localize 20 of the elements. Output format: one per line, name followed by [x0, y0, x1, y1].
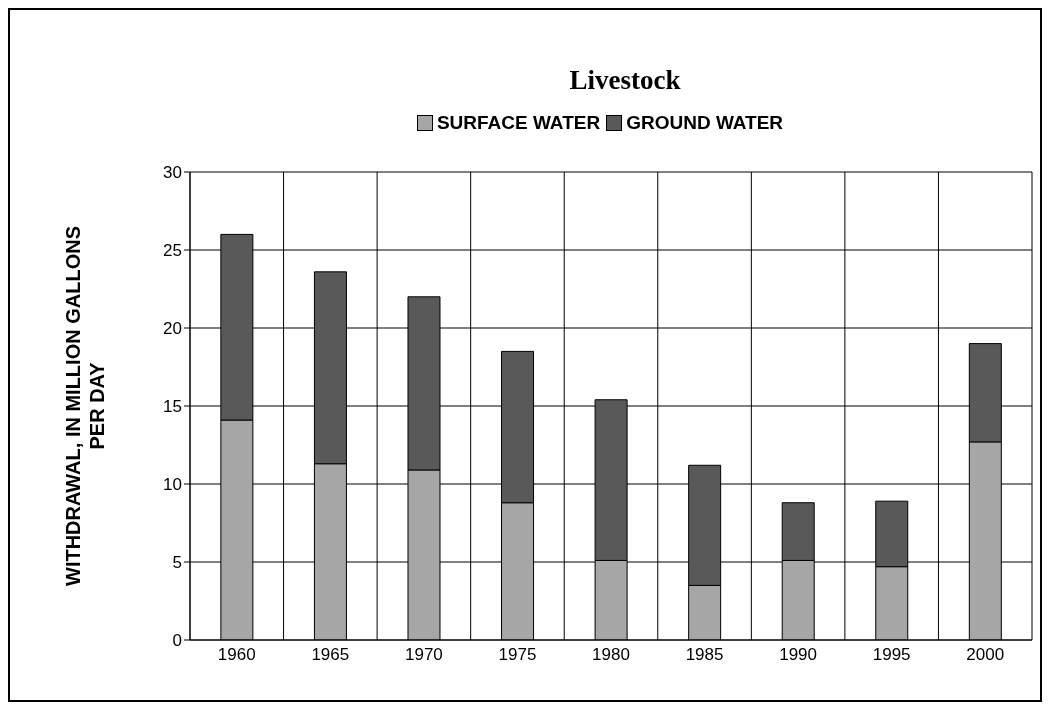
legend-label: GROUND WATER: [625, 112, 784, 134]
x-tick-label: 1990: [779, 645, 818, 665]
y-axis-title: WITHDRAWAL, IN MILLION GALLONS PER DAY: [62, 226, 108, 586]
y-tick-label: 15: [163, 397, 182, 417]
y-tick-label: 20: [163, 319, 182, 339]
x-tick-label: 1970: [404, 645, 443, 665]
x-tick-label: 1965: [311, 645, 350, 665]
x-tick-label: 2000: [966, 645, 1005, 665]
x-tick-label: 1995: [872, 645, 911, 665]
y-tick-label: 30: [163, 163, 182, 183]
x-tick-label: 1980: [592, 645, 630, 665]
x-tick-label: 1975: [498, 645, 537, 665]
y-tick-label: 25: [163, 241, 182, 261]
x-tick-label: 1985: [685, 645, 724, 665]
y-tick-label: 0: [172, 631, 182, 651]
chart-title: Livestock: [568, 65, 682, 96]
y-tick-label: 5: [172, 553, 182, 573]
y-tick-label: 10: [163, 475, 182, 495]
legend-label: SURFACE WATER: [435, 112, 601, 134]
x-tick-label: 1960: [217, 645, 256, 665]
